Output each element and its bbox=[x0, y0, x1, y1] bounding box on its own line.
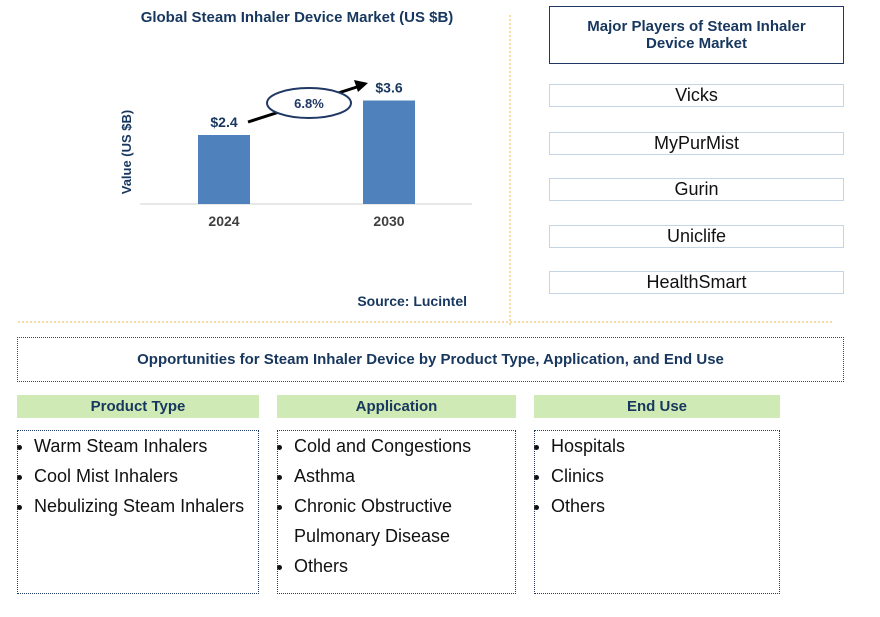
column-header: Product Type bbox=[17, 395, 259, 418]
players-title: Major Players of Steam Inhaler Device Ma… bbox=[549, 6, 844, 64]
bar bbox=[363, 100, 415, 204]
list-item: Others bbox=[294, 551, 515, 581]
y-axis-label: Value (US $B) bbox=[119, 110, 134, 195]
column-list: Warm Steam InhalersCool Mist InhalersNeb… bbox=[17, 430, 259, 594]
column-header: End Use bbox=[534, 395, 780, 418]
source: Source: Lucintel bbox=[357, 293, 467, 309]
player: Vicks bbox=[549, 84, 844, 107]
x-tick-label: 2024 bbox=[208, 213, 239, 229]
x-tick-label: 2030 bbox=[373, 213, 404, 229]
item-list: HospitalsClinicsOthers bbox=[535, 431, 779, 521]
value-label: $3.6 bbox=[375, 80, 402, 96]
player: MyPurMist bbox=[549, 132, 844, 155]
list-item: Warm Steam Inhalers bbox=[34, 431, 258, 461]
list-item: Nebulizing Steam Inhalers bbox=[34, 491, 258, 521]
bar bbox=[198, 135, 250, 204]
list-item: Chronic Obstructive Pulmonary Disease bbox=[294, 491, 515, 551]
list-item: Cool Mist Inhalers bbox=[34, 461, 258, 491]
chart-title: Global Steam Inhaler Device Market (US $… bbox=[141, 9, 454, 26]
list-item: Hospitals bbox=[551, 431, 779, 461]
cagr-label: 6.8% bbox=[294, 96, 324, 111]
item-list: Cold and CongestionsAsthmaChronic Obstru… bbox=[278, 431, 515, 581]
list-item: Clinics bbox=[551, 461, 779, 491]
column-list: HospitalsClinicsOthers bbox=[534, 430, 780, 594]
column-list: Cold and CongestionsAsthmaChronic Obstru… bbox=[277, 430, 516, 594]
list-item: Asthma bbox=[294, 461, 515, 491]
item-list: Warm Steam InhalersCool Mist InhalersNeb… bbox=[18, 431, 258, 521]
player: Uniclife bbox=[549, 225, 844, 248]
column-header: Application bbox=[277, 395, 516, 418]
player: HealthSmart bbox=[549, 271, 844, 294]
cagr-ellipse bbox=[266, 87, 352, 119]
arrow-head bbox=[354, 80, 368, 92]
player: Gurin bbox=[549, 178, 844, 201]
list-item: Cold and Congestions bbox=[294, 431, 515, 461]
value-label: $2.4 bbox=[210, 114, 237, 130]
list-item: Others bbox=[551, 491, 779, 521]
opportunities-title: Opportunities for Steam Inhaler Device b… bbox=[17, 337, 844, 382]
